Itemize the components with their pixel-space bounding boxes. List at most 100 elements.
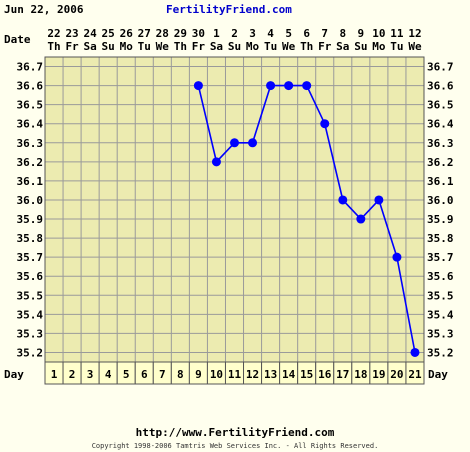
temperature-point [302,81,312,91]
day-tick-label: 21 [408,368,422,381]
weekday-tick-label: Fr [65,40,79,53]
weekday-tick-label: We [156,40,170,53]
temperature-tick-label-left: 35.3 [17,327,44,340]
weekday-tick-label: Mo [246,40,260,53]
weekday-tick-label: Fr [318,40,332,53]
date-tick-label: 10 [372,27,385,40]
temperature-tick-label-right: 35.5 [427,289,454,302]
date-tick-label: 3 [249,27,256,40]
weekday-tick-label: Th [174,40,187,53]
temperature-tick-label-left: 35.7 [17,251,44,264]
weekday-tick-label: Tu [390,40,403,53]
temperature-tick-label-right: 36.0 [427,194,454,207]
plot-area [45,57,424,362]
temperature-tick-label-left: 35.8 [17,232,44,245]
temperature-tick-label-left: 35.6 [17,270,44,283]
temperature-tick-label-left: 35.5 [17,289,44,302]
day-tick-label: 3 [87,368,94,381]
date-tick-label: 27 [138,27,151,40]
site-title[interactable]: FertilityFriend.com [166,3,292,16]
day-tick-label: 8 [177,368,184,381]
temperature-tick-label-left: 36.6 [17,80,44,93]
date-tick-label: 25 [102,27,115,40]
date-tick-label: 24 [83,27,97,40]
weekday-tick-label: Su [228,40,241,53]
date-tick-label: 28 [156,27,169,40]
temperature-tick-label-left: 36.2 [17,156,44,169]
weekday-tick-label: Sa [210,40,223,53]
day-tick-label: 1 [51,368,58,381]
day-tick-label: 7 [159,368,166,381]
weekday-tick-label: Tu [264,40,277,53]
day-tick-label: 10 [210,368,223,381]
date-tick-label: 7 [321,27,328,40]
weekday-tick-label: Sa [83,40,96,53]
day-tick-label: 5 [123,368,130,381]
day-tick-label: 13 [264,368,277,381]
temperature-tick-label-left: 36.5 [17,99,44,112]
date-tick-label: 8 [339,27,346,40]
day-tick-label: 12 [246,368,259,381]
date-tick-label: 23 [65,27,78,40]
weekday-tick-label: Tu [138,40,151,53]
temperature-tick-label-right: 35.6 [427,270,454,283]
date-tick-label: 11 [390,27,404,40]
temperature-tick-label-left: 35.9 [17,213,44,226]
day-tick-label: 18 [354,368,367,381]
weekday-tick-label: We [408,40,422,53]
date-tick-label: 5 [285,27,292,40]
temperature-point [230,138,239,148]
temperature-point [356,214,366,224]
temperature-tick-label-left: 35.2 [17,346,44,359]
temperature-point [374,195,384,205]
day-tick-label: 4 [105,368,112,381]
chart-date: Jun 22, 2006 [4,3,84,16]
date-tick-label: 9 [358,27,365,40]
day-tick-label: 17 [336,368,349,381]
temperature-point [320,119,330,129]
temperature-tick-label-left: 36.0 [17,194,44,207]
weekday-tick-label: Su [102,40,115,53]
temperature-point [338,195,348,205]
temperature-point [248,138,258,148]
day-tick-label: 2 [69,368,76,381]
temperature-tick-label-left: 36.3 [17,137,44,150]
day-row-label: Day [4,368,24,381]
weekday-tick-label: Mo [120,40,134,53]
temperature-tick-label-left: 35.4 [17,308,44,321]
temperature-point [392,252,402,262]
weekday-tick-label: Th [47,40,60,53]
weekday-tick-label: Th [300,40,313,53]
temperature-tick-label-right: 35.8 [427,232,454,245]
day-tick-label: 11 [228,368,242,381]
date-tick-label: 22 [47,27,60,40]
date-tick-label: 6 [303,27,310,40]
temperature-tick-label-right: 36.7 [427,61,454,74]
temperature-tick-label-right: 36.6 [427,80,454,93]
day-tick-label: 9 [195,368,202,381]
weekday-tick-label: Sa [336,40,349,53]
date-tick-label: 2 [231,27,238,40]
temperature-tick-label-right: 36.2 [427,156,454,169]
day-row-label-right: Day [428,368,448,381]
day-tick-label: 6 [141,368,148,381]
temperature-tick-label-right: 36.5 [427,99,454,112]
date-tick-label: 30 [192,27,205,40]
temperature-tick-label-right: 36.3 [427,137,454,150]
weekday-tick-label: Mo [372,40,386,53]
temperature-tick-label-right: 35.9 [427,213,454,226]
date-tick-label: 26 [120,27,134,40]
day-tick-label: 14 [282,368,296,381]
temperature-tick-label-left: 36.1 [17,175,44,188]
day-tick-label: 20 [390,368,403,381]
footer-url[interactable]: http://www.FertilityFriend.com [135,426,335,439]
weekday-tick-label: We [282,40,296,53]
date-row-label: Date [4,33,31,46]
temperature-point [410,347,420,357]
temperature-tick-label-right: 35.7 [427,251,454,264]
weekday-tick-label: Su [354,40,367,53]
day-tick-label: 16 [318,368,332,381]
temperature-tick-label-right: 35.3 [427,327,454,340]
